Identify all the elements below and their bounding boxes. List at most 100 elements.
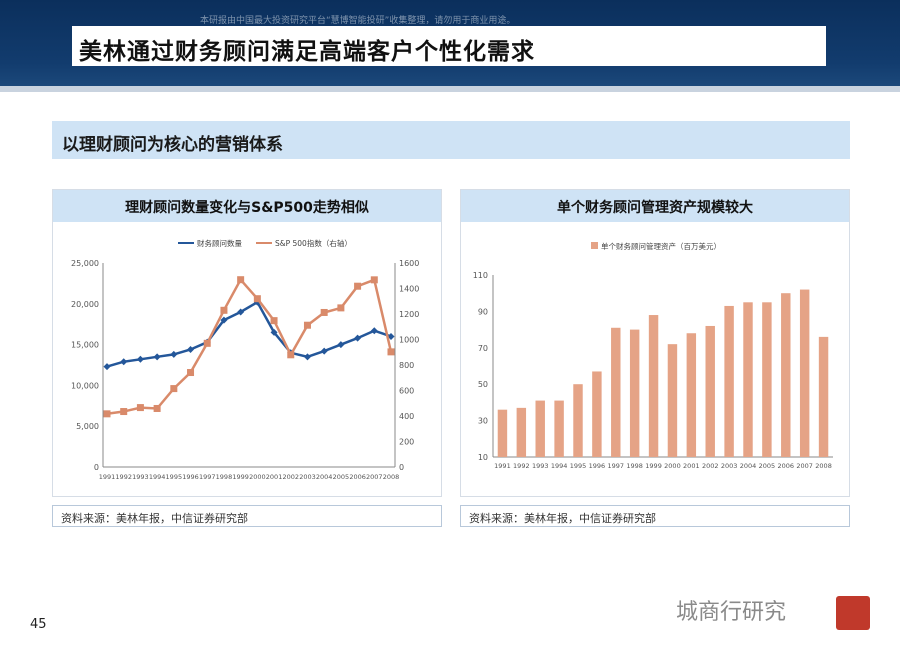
data-point — [153, 353, 161, 361]
data-point — [337, 341, 345, 349]
legend-label: 财务顾问数量 — [197, 238, 242, 248]
data-point — [120, 408, 128, 416]
legend-label: S&P 500指数（右轴） — [275, 238, 352, 248]
data-point — [270, 317, 278, 325]
section-title: 以理财顾问为核心的营销体系 — [62, 135, 283, 155]
bar — [497, 409, 508, 457]
left-source-text: 资料来源：美林年报，中信证券研究部 — [61, 512, 248, 525]
data-point — [354, 282, 362, 290]
x-tick-label: 2002 — [282, 473, 299, 481]
data-point — [237, 308, 245, 316]
y-tick-label: 110 — [473, 271, 488, 280]
bar — [554, 400, 564, 457]
x-tick-label: 1991 — [99, 473, 116, 481]
data-point — [303, 321, 311, 329]
x-tick-label: 1994 — [551, 462, 568, 470]
data-point — [354, 334, 362, 342]
bar — [535, 400, 545, 457]
slide-title: 美林通过财务顾问满足高端客户个性化需求 — [79, 39, 535, 65]
section-header: 以理财顾问为核心的营销体系 — [52, 121, 850, 159]
x-tick-label: 2008 — [383, 473, 400, 481]
data-point — [370, 327, 378, 335]
data-point — [270, 328, 278, 336]
data-point — [203, 339, 211, 347]
y-tick-label-left: 15,000 — [71, 341, 99, 350]
x-tick-label: 1993 — [132, 473, 149, 481]
data-point — [120, 358, 128, 366]
y-tick-label-right: 1200 — [399, 310, 419, 319]
bar — [781, 293, 791, 457]
x-tick-label: 2003 — [299, 473, 316, 481]
y-tick-label-right: 1000 — [399, 336, 419, 345]
x-tick-label: 2004 — [316, 473, 333, 481]
data-point — [253, 295, 261, 303]
y-tick-label-right: 1600 — [399, 259, 419, 268]
x-tick-label: 2001 — [266, 473, 283, 481]
x-tick-label: 2000 — [664, 462, 681, 470]
x-tick-label: 1994 — [149, 473, 166, 481]
data-point — [153, 404, 161, 412]
y-tick-label-left: 0 — [94, 463, 99, 472]
legend-swatch — [591, 242, 598, 249]
data-point — [387, 332, 395, 340]
x-tick-label: 1992 — [513, 462, 530, 470]
y-tick-label: 10 — [478, 453, 488, 462]
x-tick-label: 2005 — [759, 462, 776, 470]
x-tick-label: 2006 — [778, 462, 795, 470]
seal-logo — [836, 596, 870, 630]
x-tick-label: 2007 — [366, 473, 383, 481]
y-tick-label-right: 0 — [399, 463, 404, 472]
right-chart-header: 单个财务顾问管理资产规模较大 — [461, 190, 849, 222]
y-tick-label-left: 10,000 — [71, 381, 99, 390]
right-source-box: 资料来源：美林年报，中信证券研究部 — [460, 505, 850, 527]
bar — [724, 305, 734, 457]
header-divider — [0, 86, 900, 92]
x-tick-label: 1998 — [626, 462, 643, 470]
data-point — [387, 348, 395, 356]
data-point — [187, 369, 195, 377]
x-tick-label: 1997 — [199, 473, 216, 481]
data-point — [220, 316, 228, 324]
left-chart-panel: 理财顾问数量变化与S&P500走势相似 0 5,000 10,000 15,000 20… — [52, 189, 442, 497]
series-line — [106, 300, 392, 368]
y-tick-label-left: 25,000 — [71, 259, 99, 268]
left-chart-header: 理财顾问数量变化与S&P500走势相似 — [53, 190, 441, 222]
x-tick-label: 2008 — [815, 462, 832, 470]
x-tick-label: 1991 — [494, 462, 511, 470]
y-tick-label: 30 — [478, 417, 488, 426]
x-tick-label: 1996 — [182, 473, 199, 481]
x-tick-label: 1999 — [645, 462, 662, 470]
data-point — [187, 345, 195, 353]
series-line — [106, 277, 393, 416]
x-tick-label: 1995 — [570, 462, 587, 470]
bar — [592, 371, 602, 457]
bar — [799, 289, 810, 457]
bar — [648, 315, 659, 457]
data-point — [220, 306, 228, 314]
bar — [762, 302, 772, 457]
data-point — [170, 350, 178, 358]
bar — [629, 329, 640, 457]
y-tick-label: 70 — [478, 344, 488, 353]
data-point — [287, 351, 295, 359]
data-point — [337, 304, 345, 312]
bar — [686, 333, 697, 457]
bar — [818, 336, 829, 457]
y-tick-label: 90 — [478, 307, 488, 316]
y-tick-label-right: 600 — [399, 387, 414, 396]
bar — [516, 407, 527, 457]
y-tick-label-right: 200 — [399, 438, 414, 447]
bar — [667, 344, 678, 457]
data-point — [170, 385, 178, 393]
bar — [573, 384, 583, 457]
slide-title-box: 美林通过财务顾问满足高端客户个性化需求 — [72, 26, 826, 66]
x-tick-label: 2003 — [721, 462, 738, 470]
data-point — [136, 355, 144, 363]
x-tick-label: 1999 — [232, 473, 249, 481]
x-tick-label: 1993 — [532, 462, 549, 470]
right-chart-title: 单个财务顾问管理资产规模较大 — [557, 200, 753, 216]
x-tick-label: 2006 — [349, 473, 366, 481]
data-point — [103, 363, 111, 371]
x-tick-label: 1992 — [115, 473, 132, 481]
